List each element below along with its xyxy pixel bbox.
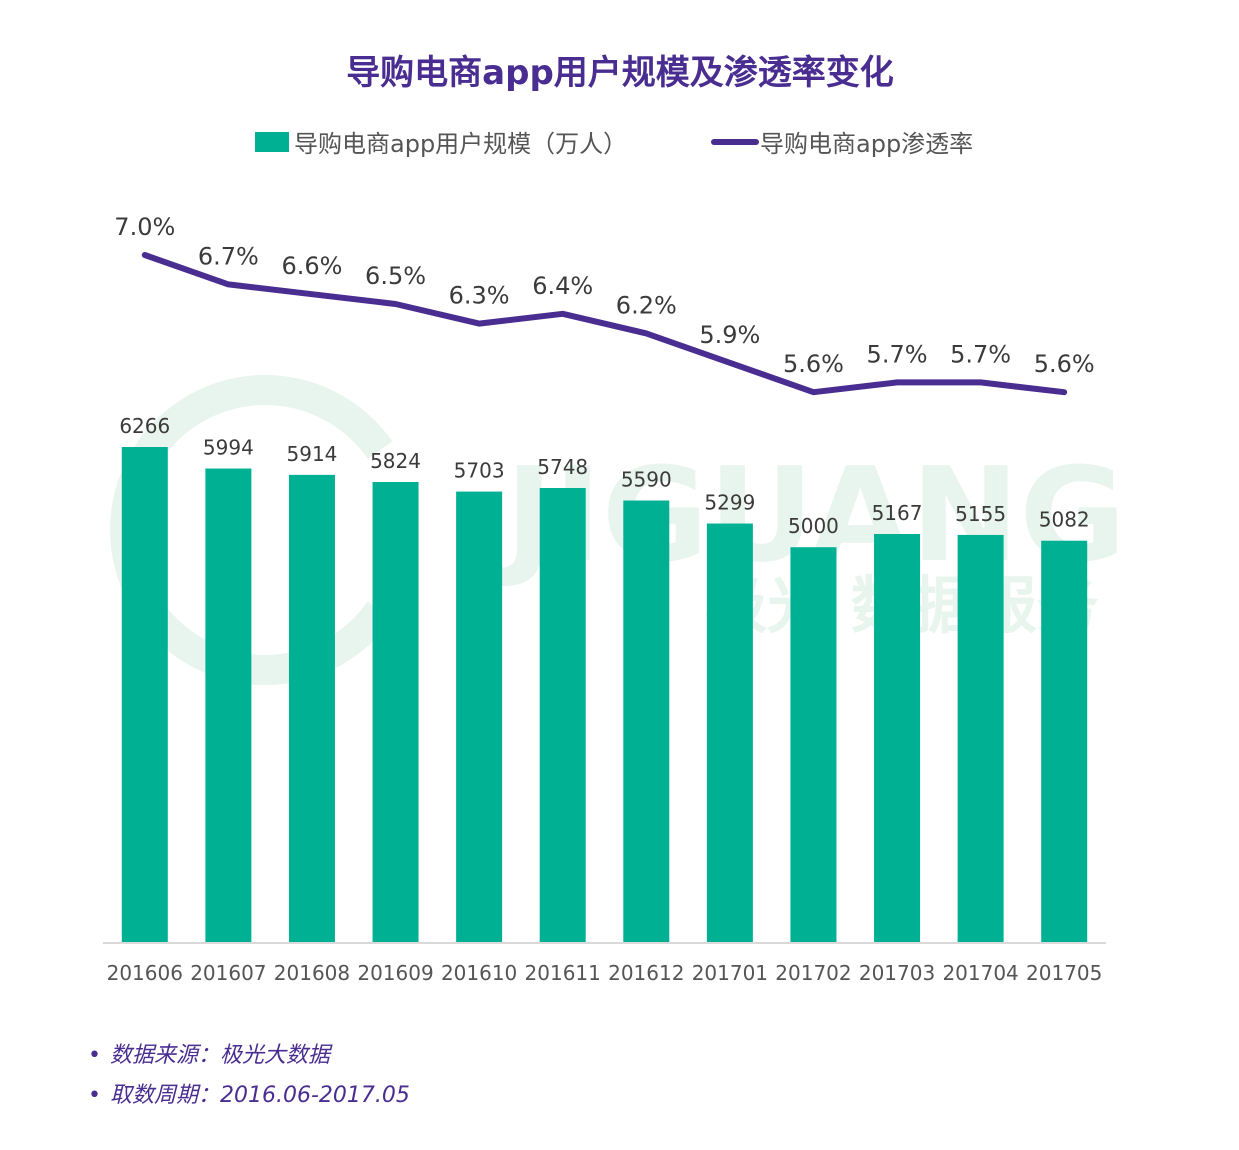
note-period: • 取数周期：2016.06-2017.05 <box>88 1078 410 1118</box>
bar-label-201608: 5914 <box>287 442 338 466</box>
line-label-201609: 6.5% <box>365 262 426 290</box>
bar-label-201703: 5167 <box>872 501 923 525</box>
tick-201704: 201704 <box>942 961 1018 985</box>
note-source-text: 数据来源：极光大数据 <box>110 1043 331 1068</box>
bar-label-201705: 5082 <box>1039 508 1090 532</box>
line-data-labels: 7.0% 6.7% 6.6% 6.5% 6.3% 6.4% 6.2% 5.9% 5.6% 5.7%… <box>114 213 1094 378</box>
tick-201611: 201611 <box>525 961 601 985</box>
tick-201612: 201612 <box>608 961 684 985</box>
bar-201704 <box>957 534 1004 943</box>
bar-label-201612: 5590 <box>621 468 672 492</box>
x-axis-ticks: 201606 201607 201608 201609 201610 201611 2016… <box>107 961 1103 985</box>
line-label-201610: 6.3% <box>449 282 510 310</box>
tick-201606: 201606 <box>107 961 183 985</box>
tick-201609: 201609 <box>357 961 433 985</box>
notes: • 数据来源：极光大数据 • 取数周期：2016.06-2017.05 <box>88 1038 410 1118</box>
tick-201610: 201610 <box>441 961 517 985</box>
line-label-201611: 6.4% <box>532 272 593 300</box>
bar-201705 <box>1041 540 1088 943</box>
legend-line-label: 导购电商app渗透率 <box>760 130 973 158</box>
bar-201611 <box>539 488 586 943</box>
legend-bar-label: 导购电商app用户规模（万人） <box>294 130 627 158</box>
bar-series <box>121 447 1088 943</box>
bar-label-201611: 5748 <box>537 455 588 479</box>
bar-201612 <box>623 500 670 943</box>
penetration-line <box>141 252 1068 396</box>
line-label-201607: 6.7% <box>198 242 259 270</box>
bar-label-201610: 5703 <box>454 459 505 483</box>
bar-201702 <box>790 547 837 943</box>
legend-bar-swatch <box>255 132 289 152</box>
bar-201610 <box>456 491 503 943</box>
line-label-201701: 5.9% <box>699 321 760 349</box>
bullet: • <box>88 1083 101 1108</box>
bar-201701 <box>706 523 753 943</box>
bar-label-201606: 6266 <box>119 414 170 438</box>
chart-title: 导购电商app用户规模及渗透率变化 <box>346 53 894 93</box>
bar-label-201609: 5824 <box>370 449 421 473</box>
tick-201705: 201705 <box>1026 961 1102 985</box>
bar-201609 <box>372 481 419 943</box>
line-label-201608: 6.6% <box>281 252 342 280</box>
note-source: • 数据来源：极光大数据 <box>88 1038 410 1078</box>
bar-201703 <box>874 533 921 943</box>
tick-201701: 201701 <box>692 961 768 985</box>
legend: 导购电商app用户规模（万人） 导购电商app渗透率 <box>255 130 973 158</box>
line-label-201612: 6.2% <box>616 291 677 319</box>
line-label-201702: 5.6% <box>783 350 844 378</box>
bullet: • <box>88 1043 101 1068</box>
bar-label-201704: 5155 <box>955 502 1006 526</box>
note-period-text: 取数周期：2016.06-2017.05 <box>110 1083 410 1108</box>
tick-201607: 201607 <box>190 961 266 985</box>
bar-201606 <box>121 447 168 943</box>
line-label-201705: 5.6% <box>1034 350 1095 378</box>
bar-label-201702: 5000 <box>788 514 839 538</box>
bar-201608 <box>288 474 335 943</box>
bar-201607 <box>205 468 252 943</box>
tick-201608: 201608 <box>274 961 350 985</box>
bar-label-201607: 5994 <box>203 436 254 460</box>
bar-data-labels: 6266 5994 5914 5824 5703 5748 5590 5299 5000 5167… <box>119 414 1089 538</box>
line-label-201704: 5.7% <box>950 340 1011 368</box>
bar-label-201701: 5299 <box>704 491 755 515</box>
tick-201703: 201703 <box>859 961 935 985</box>
line-label-201703: 5.7% <box>867 340 928 368</box>
tick-201702: 201702 <box>775 961 851 985</box>
line-label-201606: 7.0% <box>114 213 175 241</box>
